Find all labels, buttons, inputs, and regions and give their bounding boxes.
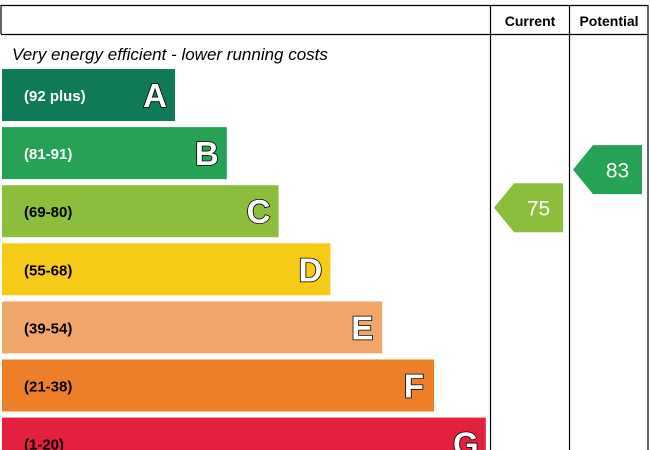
band-range-label: (1-20) bbox=[24, 437, 64, 450]
efficiency-top-caption: Very energy efficient - lower running co… bbox=[12, 45, 328, 64]
potential-column-header: Potential bbox=[579, 13, 638, 29]
band-c: (69-80) C bbox=[2, 185, 279, 238]
band-bar-c bbox=[2, 185, 279, 238]
band-letter: B bbox=[195, 135, 219, 172]
band-range-label: (69-80) bbox=[24, 204, 72, 221]
band-letter: E bbox=[351, 309, 373, 346]
band-letter: G bbox=[453, 426, 479, 450]
band-letter: A bbox=[143, 77, 167, 114]
band-range-label: (81-91) bbox=[24, 146, 72, 163]
potential-rating-marker-value: 83 bbox=[606, 160, 629, 183]
band-range-label: (21-38) bbox=[24, 379, 72, 396]
band-bar-f bbox=[2, 359, 434, 412]
band-e: (39-54) E bbox=[2, 301, 383, 354]
band-letter: F bbox=[404, 368, 424, 405]
band-bar-a bbox=[2, 69, 175, 121]
current-rating-marker-arrow bbox=[494, 183, 563, 233]
band-bar-d bbox=[2, 243, 331, 296]
band-b: (81-91) B bbox=[2, 127, 227, 180]
band-range-label: (39-54) bbox=[24, 320, 72, 337]
band-f: (21-38) F bbox=[2, 359, 434, 412]
current-rating-marker-value: 75 bbox=[527, 198, 550, 221]
band-bar-e bbox=[2, 301, 383, 354]
band-range-label: (92 plus) bbox=[24, 88, 86, 105]
band-letter: D bbox=[298, 251, 322, 288]
potential-rating-marker: 83 bbox=[573, 145, 642, 195]
current-column-header: Current bbox=[505, 13, 556, 29]
band-d: (55-68) D bbox=[2, 243, 331, 296]
current-rating-marker: 75 bbox=[494, 183, 563, 233]
band-range-label: (55-68) bbox=[24, 262, 72, 279]
potential-rating-marker-arrow bbox=[573, 145, 642, 195]
band-bar-g bbox=[2, 417, 486, 450]
band-letter: C bbox=[247, 193, 271, 230]
rating-markers: 75 83 bbox=[494, 145, 642, 233]
band-bar-b bbox=[2, 127, 227, 180]
band-a: (92 plus) A bbox=[2, 69, 175, 121]
rating-bands: (92 plus) A (81-91) B (69-80) C (55-68) D (39-54… bbox=[2, 69, 486, 450]
chart-frame bbox=[0, 4, 649, 450]
band-g: (1-20) G bbox=[2, 417, 486, 450]
